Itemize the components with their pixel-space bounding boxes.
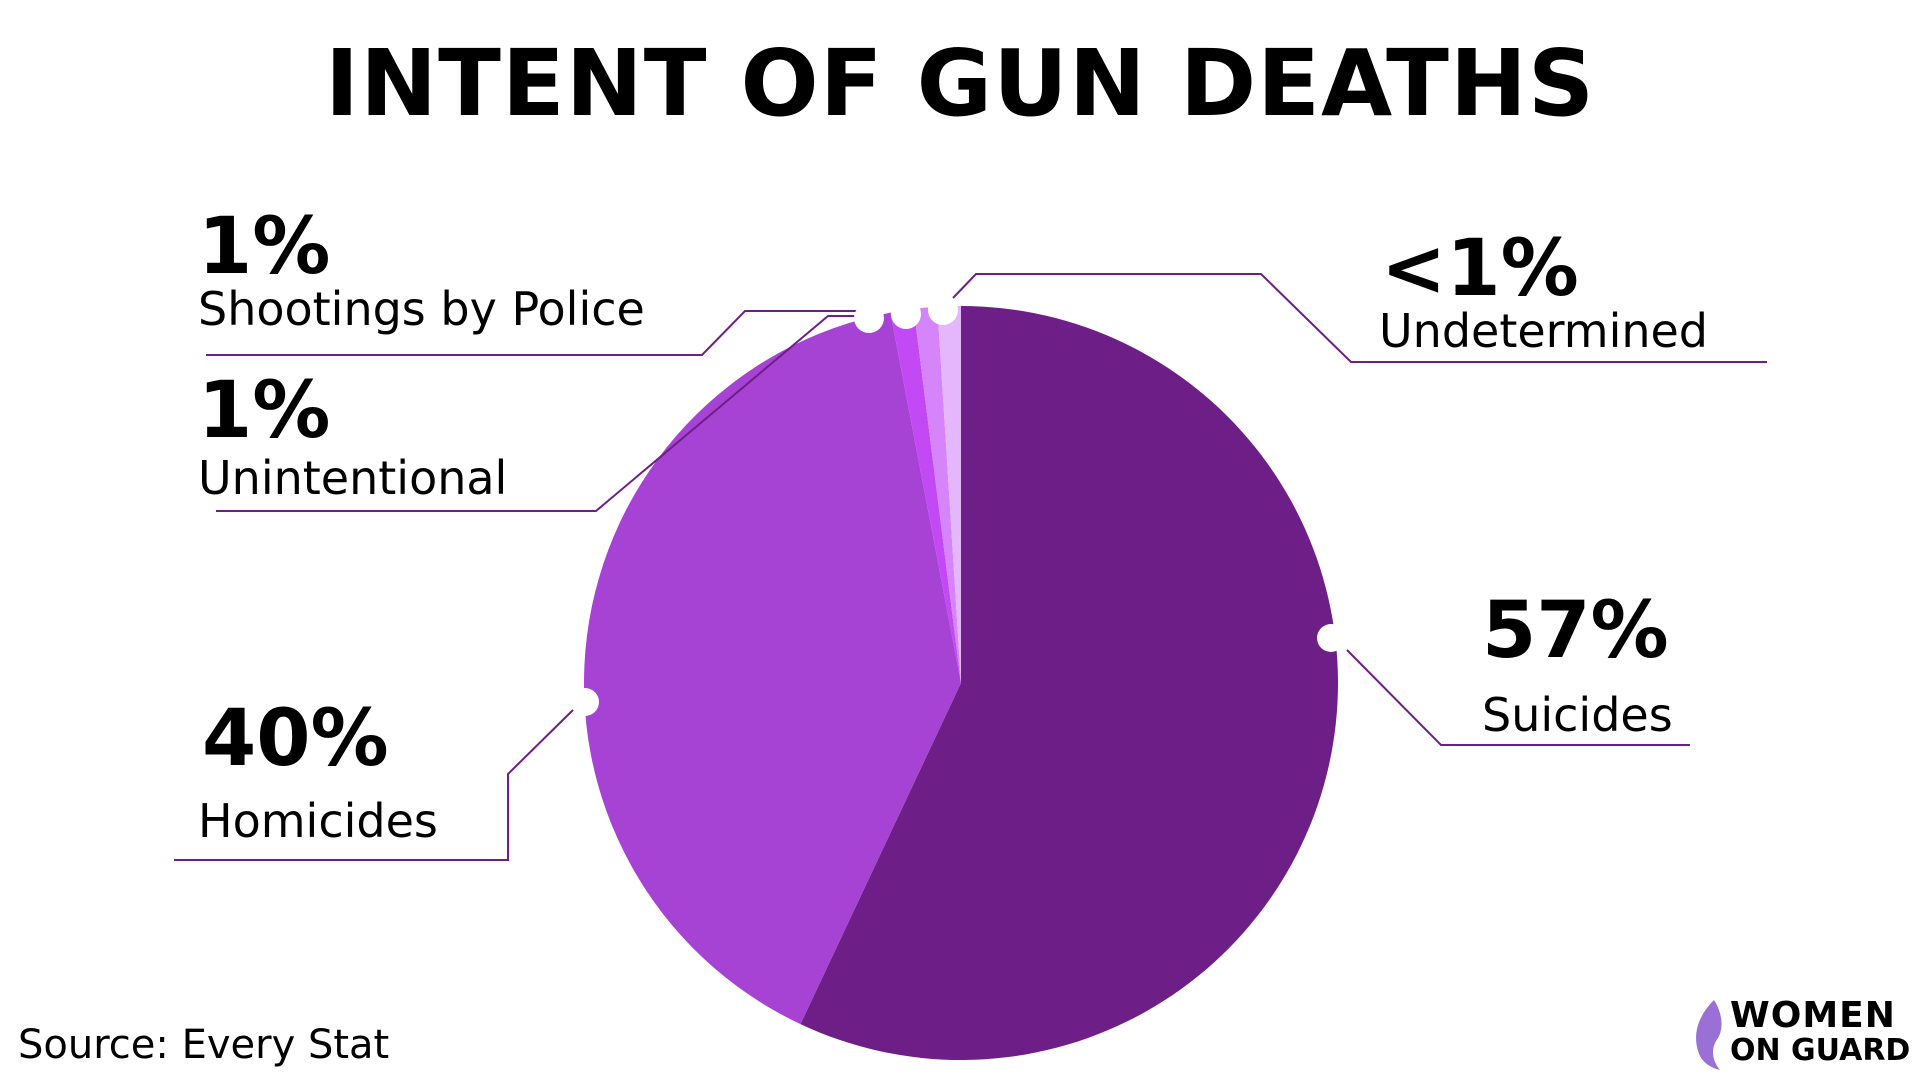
marker-homicides bbox=[571, 688, 599, 716]
slice-markers bbox=[571, 295, 1345, 716]
pie-slice-undetermined bbox=[937, 306, 961, 683]
data-label-suicides-name: Suicides bbox=[1482, 688, 1673, 742]
source-note: Source: Every Stat bbox=[18, 1022, 390, 1068]
pie-slice-homicides bbox=[584, 312, 961, 1025]
marker-undetermined bbox=[928, 295, 958, 325]
women-on-guard-logo: WOMEN ON GUARD bbox=[1692, 998, 1912, 1072]
marker-unintentional bbox=[854, 303, 884, 333]
pie-slice-shootings-by-police bbox=[913, 306, 961, 683]
pie-slice-suicides bbox=[800, 306, 1339, 1060]
data-label-homicides-pct: 40% bbox=[202, 694, 389, 784]
leader-lines bbox=[174, 273, 1767, 861]
data-label-unintentional-pct: 1% bbox=[198, 366, 331, 456]
leader-line-undetermined bbox=[952, 273, 1767, 363]
data-label-police-pct: 1% bbox=[198, 202, 331, 292]
leader-line-homicides bbox=[174, 709, 574, 861]
data-label-unintentional-name: Unintentional bbox=[198, 451, 508, 505]
marker-police bbox=[891, 299, 921, 329]
marker-suicides bbox=[1317, 624, 1345, 652]
data-label-police-name: Shootings by Police bbox=[198, 282, 645, 336]
logo-line1: WOMEN bbox=[1730, 995, 1896, 1036]
chart-title: INTENT OF GUN DEATHS bbox=[324, 30, 1596, 137]
leader-line-suicides bbox=[1346, 649, 1690, 746]
data-label-homicides-name: Homicides bbox=[198, 794, 438, 848]
data-label-undetermined-name: Undetermined bbox=[1379, 304, 1709, 358]
leader-line-police bbox=[206, 310, 869, 356]
logo-line2: ON GUARD bbox=[1730, 1033, 1911, 1068]
data-label-undetermined-pct: <1% bbox=[1381, 224, 1579, 314]
data-label-suicides-pct: 57% bbox=[1482, 586, 1669, 676]
leader-line-unintentional bbox=[216, 315, 857, 512]
woman-profile-icon bbox=[1696, 1000, 1722, 1070]
pie-slice-unintentional bbox=[890, 308, 961, 683]
